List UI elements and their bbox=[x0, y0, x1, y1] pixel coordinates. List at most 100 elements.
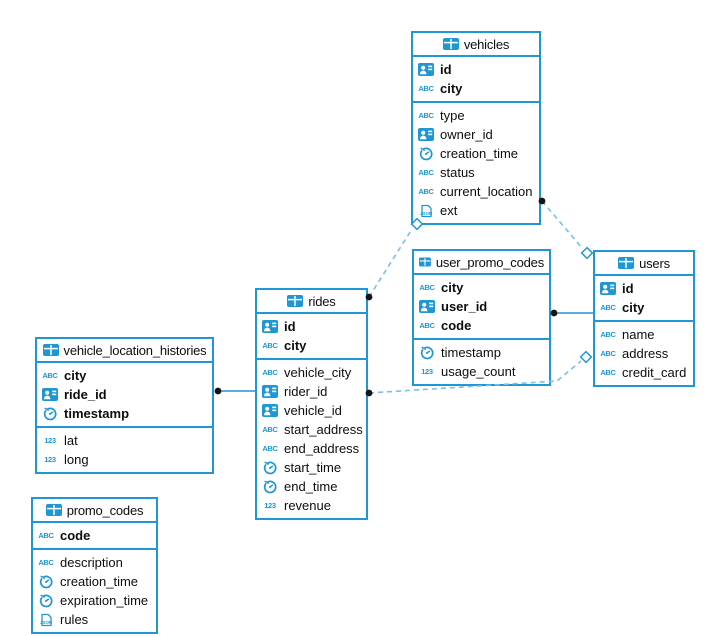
field-name: vehicle_id bbox=[284, 403, 342, 418]
table-users[interactable]: users id ABC city ABC name ABC address ABC credit… bbox=[593, 250, 695, 387]
fields-section: ABC type owner_id creation_time ABC status ABC… bbox=[413, 101, 539, 223]
field-row-type: ABC type bbox=[413, 106, 539, 125]
text-abc-icon: ABC bbox=[418, 110, 434, 120]
number-123-icon: 123 bbox=[44, 435, 56, 445]
field-name: end_time bbox=[284, 479, 338, 494]
field-row-ride_id: ride_id bbox=[37, 385, 212, 404]
number-123-icon: 123 bbox=[44, 454, 56, 464]
field-row-expiration_time: expiration_time bbox=[33, 591, 156, 610]
relationship-endpoint-diamond bbox=[580, 246, 594, 260]
field-name: creation_time bbox=[440, 146, 519, 161]
clock-icon bbox=[37, 575, 55, 589]
field-name: end_address bbox=[284, 441, 360, 456]
field-row-usage_count: 123 usage_count bbox=[414, 362, 549, 381]
clock-icon bbox=[417, 147, 435, 161]
table-rides[interactable]: rides id ABC city ABC vehicle_city rider_id veh… bbox=[255, 288, 368, 520]
id-badge-icon bbox=[261, 320, 279, 333]
field-row-city: ABC city bbox=[257, 336, 366, 355]
field-name: rules bbox=[60, 612, 89, 627]
table-icon bbox=[287, 295, 304, 307]
field-row-user_id: user_id bbox=[414, 297, 549, 316]
svg-text:JSON: JSON bbox=[40, 620, 53, 625]
id-badge-icon bbox=[261, 385, 279, 398]
id-badge-icon bbox=[599, 282, 617, 295]
field-row-address: ABC address bbox=[595, 344, 693, 363]
field-name: id bbox=[622, 281, 634, 296]
field-name: long bbox=[64, 452, 89, 467]
key-fields-section: id ABC city bbox=[257, 314, 366, 358]
id-badge-icon bbox=[261, 404, 279, 417]
field-name: expiration_time bbox=[60, 593, 149, 608]
field-name: owner_id bbox=[440, 127, 493, 142]
table-icon bbox=[45, 504, 62, 516]
field-row-start_time: start_time bbox=[257, 458, 366, 477]
table-title: vehicle_location_histories bbox=[63, 342, 207, 358]
field-name: city bbox=[622, 300, 645, 315]
relationship-endpoint-diamond bbox=[579, 350, 593, 364]
field-name: credit_card bbox=[622, 365, 687, 380]
table-title: rides bbox=[308, 293, 336, 309]
field-row-id: id bbox=[257, 317, 366, 336]
field-name: code bbox=[441, 318, 472, 333]
field-name: name bbox=[622, 327, 655, 342]
key-fields-section: id ABC city bbox=[595, 276, 693, 320]
fields-section: ABC name ABC address ABC credit_card bbox=[595, 320, 693, 385]
table-promo_codes[interactable]: promo_codes ABC code ABC description creation… bbox=[31, 497, 158, 634]
id-badge-icon bbox=[417, 128, 435, 141]
table-title: vehicles bbox=[463, 36, 510, 52]
svg-text:JSON: JSON bbox=[420, 211, 433, 216]
field-row-end_address: ABC end_address bbox=[257, 439, 366, 458]
field-name: city bbox=[64, 368, 87, 383]
fields-section: timestamp 123 usage_count bbox=[414, 338, 549, 384]
id-badge-icon bbox=[417, 63, 435, 76]
field-row-creation_time: creation_time bbox=[413, 144, 539, 163]
field-name: city bbox=[441, 280, 464, 295]
table-header: promo_codes bbox=[33, 499, 156, 523]
text-abc-icon: ABC bbox=[262, 340, 278, 350]
field-name: id bbox=[284, 319, 296, 334]
field-name: lat bbox=[64, 433, 78, 448]
field-row-lat: 123 lat bbox=[37, 431, 212, 450]
field-row-vehicle_id: vehicle_id bbox=[257, 401, 366, 420]
table-icon bbox=[442, 38, 459, 50]
text-abc-icon: ABC bbox=[600, 302, 616, 312]
key-fields-section: ABC city ride_id timestamp bbox=[37, 363, 212, 426]
field-name: ride_id bbox=[64, 387, 107, 402]
table-title: user_promo_codes bbox=[435, 254, 544, 270]
field-row-revenue: 123 revenue bbox=[257, 496, 366, 515]
relationship-line-vehicles-to-users bbox=[541, 200, 584, 250]
text-abc-icon: ABC bbox=[262, 367, 278, 377]
text-abc-icon: ABC bbox=[42, 370, 58, 380]
field-name: description bbox=[60, 555, 123, 570]
field-row-code: ABC code bbox=[414, 316, 549, 335]
field-row-rider_id: rider_id bbox=[257, 382, 366, 401]
field-row-id: id bbox=[595, 279, 693, 298]
field-row-vehicle_city: ABC vehicle_city bbox=[257, 363, 366, 382]
table-vehicles[interactable]: vehicles id ABC city ABC type owner_id creation… bbox=[411, 31, 541, 225]
field-row-current_location: ABC current_location bbox=[413, 182, 539, 201]
clock-icon bbox=[261, 461, 279, 475]
id-badge-icon bbox=[418, 300, 436, 313]
field-name: creation_time bbox=[60, 574, 139, 589]
field-row-long: 123 long bbox=[37, 450, 212, 469]
field-name: status bbox=[440, 165, 475, 180]
text-abc-icon: ABC bbox=[600, 348, 616, 358]
table-vehicle_location_histories[interactable]: vehicle_location_histories ABC city ride_id… bbox=[35, 337, 214, 474]
table-header: users bbox=[595, 252, 693, 276]
field-row-end_time: end_time bbox=[257, 477, 366, 496]
clock-icon bbox=[41, 407, 59, 421]
field-row-city: ABC city bbox=[413, 79, 539, 98]
field-row-code: ABC code bbox=[33, 526, 156, 545]
table-title: promo_codes bbox=[66, 502, 144, 518]
fields-section: ABC vehicle_city rider_id vehicle_id ABC star… bbox=[257, 358, 366, 518]
field-name: current_location bbox=[440, 184, 533, 199]
text-abc-icon: ABC bbox=[600, 367, 616, 377]
field-name: start_address bbox=[284, 422, 363, 437]
field-row-credit_card: ABC credit_card bbox=[595, 363, 693, 382]
key-fields-section: ABC code bbox=[33, 523, 156, 548]
json-doc-icon: JSON bbox=[37, 613, 55, 627]
table-user_promo_codes[interactable]: user_promo_codes ABC city user_id ABC code tim… bbox=[412, 249, 551, 386]
table-header: rides bbox=[257, 290, 366, 314]
clock-icon bbox=[418, 346, 436, 360]
field-row-city: ABC city bbox=[414, 278, 549, 297]
